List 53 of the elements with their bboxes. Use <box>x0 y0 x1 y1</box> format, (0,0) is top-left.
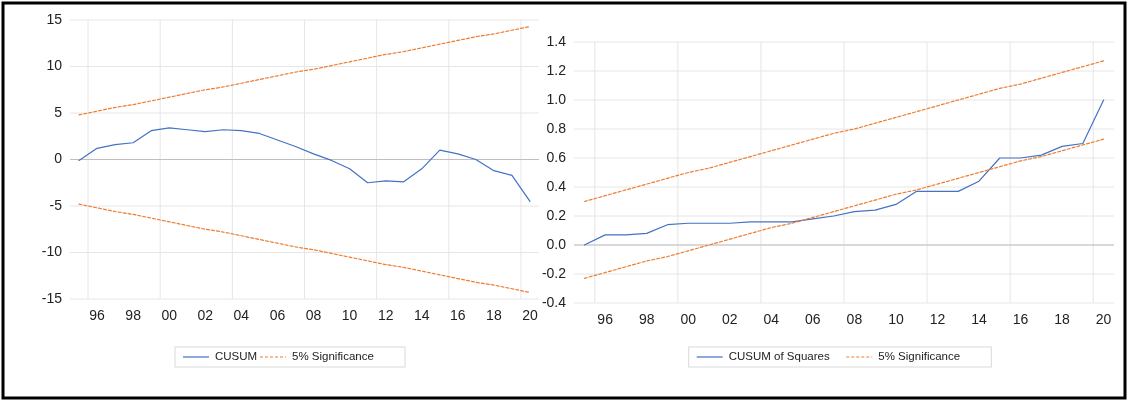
x-tick-label: 18 <box>1054 310 1071 327</box>
y-tick-label: -5 <box>49 196 63 213</box>
line-series <box>583 99 1105 246</box>
legend-label: 5% Significance <box>878 350 961 363</box>
y-tick-label: 0.6 <box>546 148 567 165</box>
x-tick-label: 08 <box>846 310 863 327</box>
y-tick-label: 0.8 <box>546 119 567 136</box>
x-tick-label: 00 <box>161 306 178 323</box>
x-tick-label: 96 <box>89 306 106 323</box>
y-tick-label: 1.4 <box>546 32 567 49</box>
x-tick-label: 02 <box>721 310 738 327</box>
y-tick-label: 1.2 <box>546 61 567 78</box>
y-tick-label: -10 <box>41 243 63 260</box>
y-tick-label: -0.4 <box>541 293 567 310</box>
line-series <box>78 203 531 294</box>
x-tick-label: 12 <box>929 310 946 327</box>
x-tick-label: 12 <box>377 306 394 323</box>
x-tick-label: 10 <box>888 310 904 327</box>
legend-label: 5% Significance <box>292 350 374 363</box>
legend-label: CUSUM of Squares <box>728 350 830 363</box>
x-tick-label: 04 <box>233 306 250 323</box>
x-tick-label: 98 <box>638 310 655 327</box>
x-tick-label: 08 <box>305 306 322 323</box>
x-tick-label: 20 <box>522 306 538 323</box>
x-tick-label: 18 <box>486 306 502 323</box>
y-tick-label: 0 <box>54 150 63 167</box>
y-tick-label: 10 <box>46 57 63 74</box>
y-tick-label: 15 <box>46 10 63 27</box>
x-tick-label: 00 <box>680 310 697 327</box>
line-series <box>78 25 531 116</box>
x-tick-label: 98 <box>125 306 142 323</box>
y-tick-label: 0.2 <box>546 206 567 223</box>
y-tick-label: -0.2 <box>541 264 567 281</box>
x-tick-label: 06 <box>269 306 286 323</box>
x-tick-label: 20 <box>1095 310 1112 327</box>
line-series <box>583 138 1105 279</box>
line-series <box>583 60 1105 203</box>
x-tick-label: 06 <box>805 310 821 327</box>
x-tick-label: 14 <box>971 310 987 327</box>
legend-label: CUSUM <box>215 350 258 363</box>
y-tick-label: 1.0 <box>546 90 567 107</box>
x-tick-label: 16 <box>450 306 466 323</box>
y-tick-label: 0.4 <box>546 177 567 194</box>
x-tick-label: 10 <box>341 306 358 323</box>
y-tick-label: 5 <box>54 103 63 120</box>
x-tick-label: 02 <box>197 306 214 323</box>
x-tick-label: 96 <box>597 310 614 327</box>
line-series <box>78 127 531 202</box>
x-tick-label: 04 <box>763 310 780 327</box>
x-tick-label: 14 <box>413 306 430 323</box>
y-tick-label: -15 <box>41 289 63 306</box>
y-tick-label: 0.0 <box>546 235 567 252</box>
x-tick-label: 16 <box>1012 310 1029 327</box>
